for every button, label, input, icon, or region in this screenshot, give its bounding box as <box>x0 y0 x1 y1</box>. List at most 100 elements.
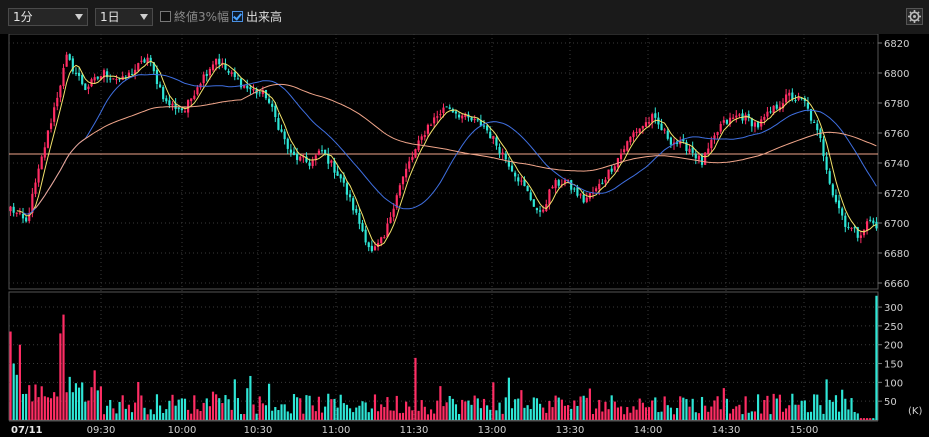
volume-bar <box>205 398 208 420</box>
candle-body <box>791 92 794 100</box>
candle-body <box>489 131 492 139</box>
volume-bar <box>137 382 140 420</box>
candle-body <box>697 155 700 160</box>
volume-bar <box>719 409 722 420</box>
candle-body <box>40 156 43 170</box>
volume-bar <box>557 397 560 420</box>
candle-body <box>436 116 439 118</box>
candle-body <box>345 183 349 195</box>
volume-bar <box>74 383 78 420</box>
volume-bar <box>130 412 134 420</box>
volume-bar <box>638 398 641 420</box>
volume-bar <box>728 413 732 420</box>
candle-body <box>289 149 292 153</box>
candle-body <box>348 194 352 198</box>
candle-body <box>461 115 464 119</box>
ma-long-line <box>35 83 877 209</box>
candle-body <box>115 79 118 81</box>
volume-bar <box>171 394 174 420</box>
volume-bar <box>442 406 445 420</box>
candle-body <box>208 68 211 76</box>
volume-bar <box>252 404 255 420</box>
volume-bar <box>866 418 869 420</box>
volume-bar <box>563 405 567 420</box>
price-chart[interactable]: 6660 6680 6700 6720 6740 6760 6780 6800 6820 50 1… <box>0 34 929 437</box>
volume-bar <box>361 401 364 420</box>
volume-bar <box>651 400 654 420</box>
volume-bar <box>800 400 803 420</box>
candle-body <box>59 85 62 98</box>
candle-body <box>688 148 691 153</box>
volume-bar <box>813 394 816 420</box>
candle-body <box>856 227 859 238</box>
candle-body <box>286 138 289 149</box>
candle-body <box>18 212 21 214</box>
volume-bar <box>158 405 162 420</box>
volume-bar <box>476 398 479 420</box>
volume-bar <box>134 402 137 420</box>
volume-bar <box>267 383 271 420</box>
candle-body <box>405 168 408 178</box>
candle-body <box>526 186 529 192</box>
candle-body <box>538 210 542 212</box>
volume-bar <box>722 388 725 420</box>
interval-select[interactable]: 1分 <box>8 8 88 26</box>
volume-bar <box>626 407 629 420</box>
candle-body <box>43 147 46 158</box>
candle-body <box>74 72 78 74</box>
candle-body <box>271 103 274 107</box>
volume-bar <box>87 400 90 420</box>
price-tick-label: 6800 <box>884 69 909 80</box>
candle-body <box>327 153 330 164</box>
volume-bar <box>844 398 847 420</box>
volume-bar <box>405 401 408 420</box>
candle-body <box>669 137 672 145</box>
candle-body <box>305 156 308 162</box>
volume-bar <box>215 394 218 420</box>
close3-label: 終値3%幅 <box>174 10 230 24</box>
candle-body <box>828 171 831 184</box>
volume-axis: 50 100 150 200 250 300 <box>878 303 903 408</box>
candle-body <box>700 155 704 165</box>
volume-bar <box>785 408 788 420</box>
volume-bar <box>457 413 461 420</box>
volume-bar <box>336 407 339 420</box>
candle-body <box>180 108 183 111</box>
period-select[interactable]: 1日 <box>95 8 153 26</box>
candle-body <box>252 89 255 91</box>
volume-bar <box>669 407 672 420</box>
candle-body <box>277 118 280 130</box>
volume-bar <box>579 396 582 420</box>
volume-bar <box>738 404 741 420</box>
candle-body <box>202 74 205 84</box>
volume-bar <box>704 405 707 420</box>
volume-bar <box>464 401 467 420</box>
candle-body <box>859 235 862 238</box>
candle-body <box>77 72 81 76</box>
candle-body <box>510 165 514 172</box>
candle-body <box>239 78 243 88</box>
candle-body <box>517 177 520 182</box>
price-tick-label: 6820 <box>884 39 909 50</box>
volume-bar <box>258 396 261 420</box>
volume-bar <box>155 394 159 420</box>
candle-body <box>816 123 819 131</box>
settings-button[interactable] <box>906 8 923 25</box>
volume-bar <box>607 409 610 420</box>
candle-body <box>685 142 688 151</box>
candle-body <box>211 64 215 71</box>
candle-body <box>775 104 778 109</box>
candle-body <box>330 160 333 163</box>
volume-bar <box>62 314 65 420</box>
candle-body <box>215 58 218 65</box>
candle-body <box>601 182 604 184</box>
close3-checkbox[interactable] <box>160 11 171 22</box>
volume-bar <box>694 412 697 420</box>
volume-checkbox[interactable] <box>232 11 243 22</box>
volume-bar <box>535 398 539 420</box>
volume-bar <box>732 408 735 420</box>
volume-bar <box>482 398 486 420</box>
volume-bar <box>588 388 591 420</box>
candle-body <box>507 160 510 167</box>
volume-bar <box>81 382 84 420</box>
